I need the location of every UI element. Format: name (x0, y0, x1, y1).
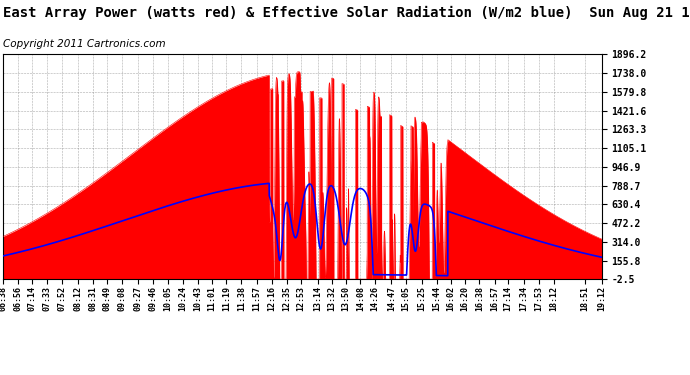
Text: East Array Power (watts red) & Effective Solar Radiation (W/m2 blue)  Sun Aug 21: East Array Power (watts red) & Effective… (3, 6, 690, 20)
Text: Copyright 2011 Cartronics.com: Copyright 2011 Cartronics.com (3, 39, 166, 50)
